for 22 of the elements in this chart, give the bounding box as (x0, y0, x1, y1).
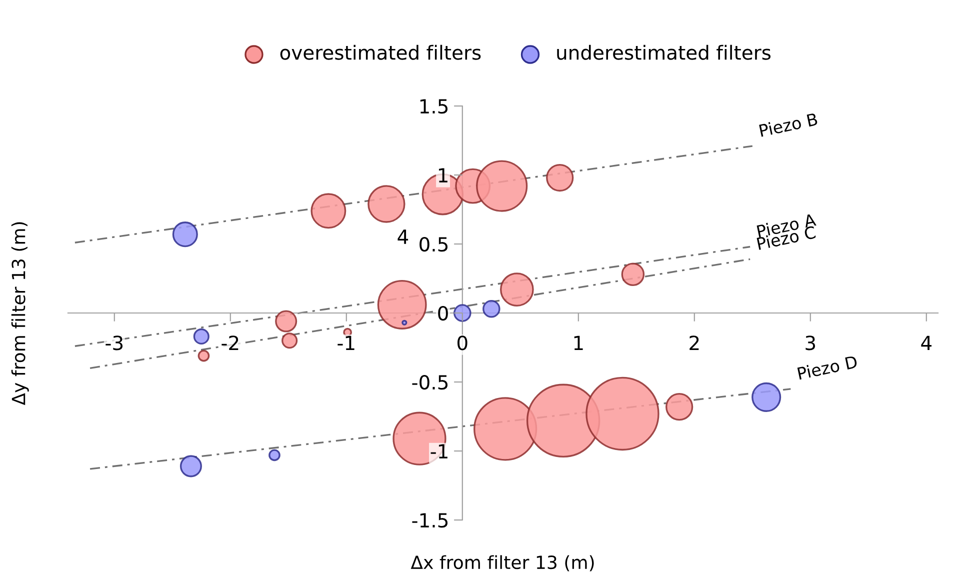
x-axis-title: Δx from filter 13 (m) (410, 555, 594, 572)
x-tick-label: -2 (222, 336, 238, 350)
y-tick-label: 0.5 (420, 236, 448, 252)
y-tick-label: 0 (438, 306, 448, 321)
x-tick-label: 3 (806, 336, 816, 350)
annotation: 4 (398, 230, 408, 244)
y-axis-title: Δy from filter 13 (m) (11, 222, 29, 406)
legend-label: underestimated filters (557, 44, 771, 60)
text: Piezo D (797, 354, 858, 380)
x-tick-label: -3 (106, 336, 123, 350)
y-tick-label: 1.5 (420, 99, 448, 114)
text: Piezo B (758, 112, 818, 137)
x-tick-label: 1 (574, 336, 583, 350)
x-tick-label: 0 (457, 336, 468, 350)
x-tick-label: 2 (690, 336, 699, 350)
x-tick-label: -1 (338, 336, 354, 350)
x-tick-label: 4 (921, 336, 932, 350)
y-tick-label: -0.5 (412, 374, 448, 390)
y-tick-label: -1 (430, 444, 448, 458)
y-tick-label: -1.5 (412, 513, 448, 528)
legend-label: overestimated filters (280, 44, 481, 60)
y-tick-label: 1 (438, 168, 448, 182)
